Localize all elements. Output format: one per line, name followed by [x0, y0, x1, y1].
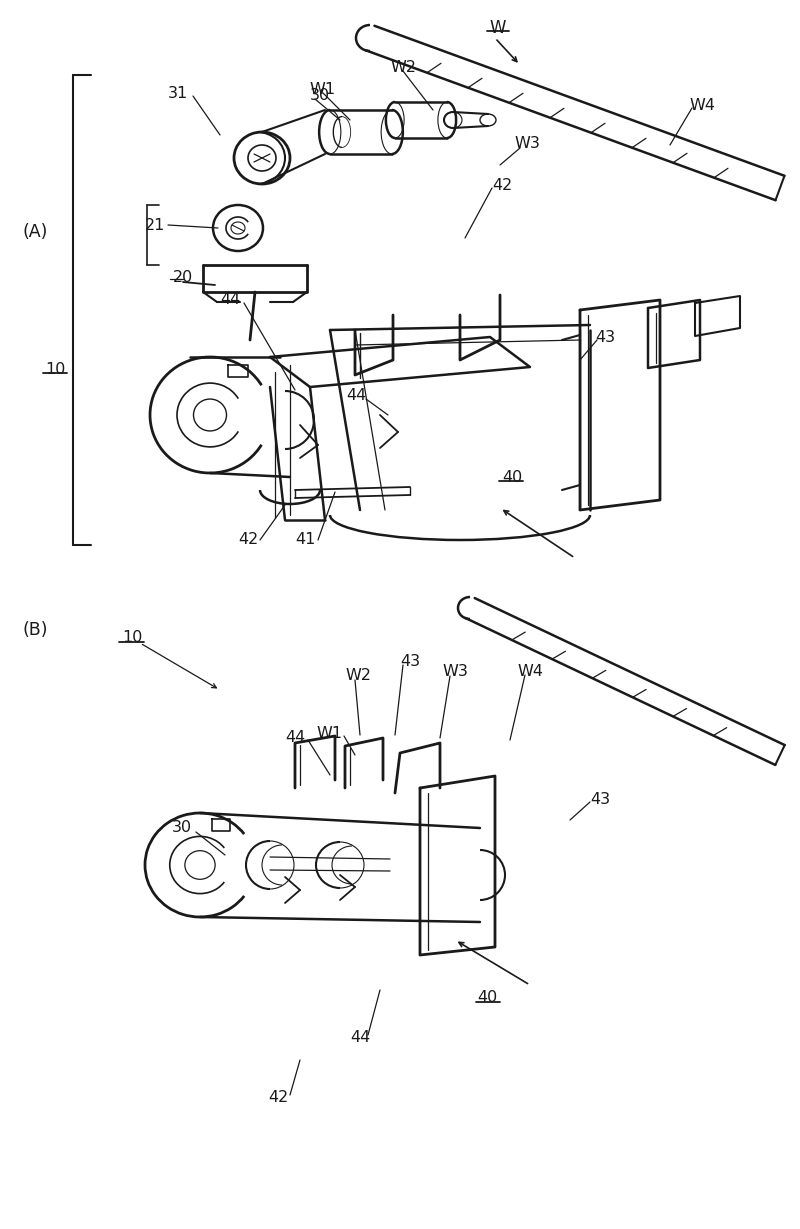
Text: 42: 42: [492, 177, 512, 193]
Text: 44: 44: [220, 293, 240, 307]
Text: 44: 44: [346, 387, 366, 403]
Text: W3: W3: [514, 135, 540, 150]
Text: 31: 31: [168, 86, 188, 101]
Text: W4: W4: [689, 97, 715, 113]
Text: W2: W2: [345, 667, 371, 682]
Text: W: W: [490, 18, 506, 37]
Text: 10: 10: [122, 630, 142, 645]
Text: 44: 44: [285, 730, 305, 746]
Text: 20: 20: [173, 270, 193, 285]
Text: 30: 30: [172, 821, 192, 836]
Text: W1: W1: [310, 82, 336, 97]
Text: 40: 40: [477, 991, 497, 1005]
Text: W3: W3: [442, 665, 468, 680]
Text: 10: 10: [45, 363, 65, 377]
Text: 40: 40: [502, 471, 522, 485]
Text: (A): (A): [22, 222, 48, 241]
Text: 44: 44: [350, 1030, 370, 1046]
Text: W4: W4: [517, 665, 543, 680]
Text: 43: 43: [595, 331, 615, 345]
Text: 42: 42: [268, 1090, 288, 1106]
Text: 42: 42: [238, 532, 258, 547]
Text: 41: 41: [295, 532, 315, 547]
Text: 43: 43: [590, 793, 610, 807]
Text: 30: 30: [310, 87, 330, 102]
Text: 43: 43: [400, 655, 420, 670]
Text: (B): (B): [22, 621, 48, 639]
Text: W1: W1: [317, 725, 343, 741]
Text: W2: W2: [390, 60, 416, 75]
Text: 21: 21: [145, 218, 165, 232]
